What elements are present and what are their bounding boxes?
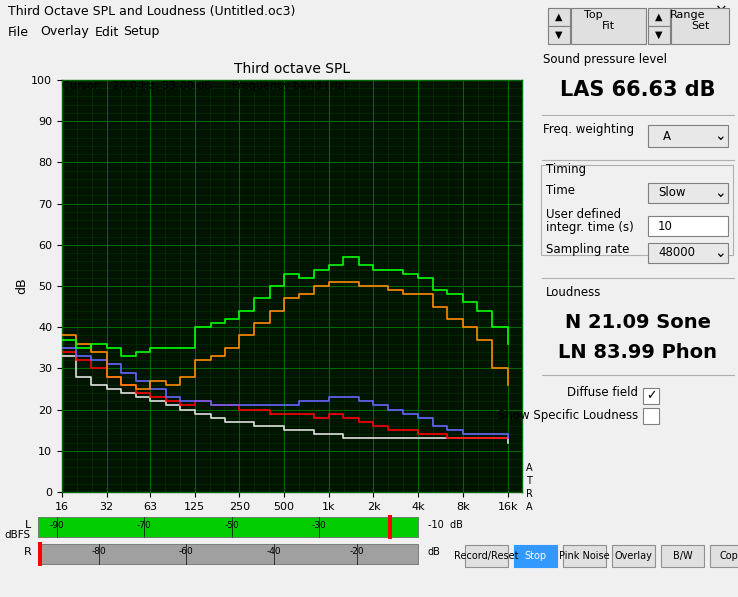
Bar <box>648 8 670 26</box>
Bar <box>465 545 508 567</box>
Text: ⌄: ⌄ <box>714 186 725 200</box>
Text: Copy: Copy <box>720 551 738 561</box>
Bar <box>643 408 659 424</box>
Text: Loudness: Loudness <box>546 285 601 298</box>
Text: -80: -80 <box>92 547 106 556</box>
Bar <box>548 26 570 44</box>
Bar <box>671 8 729 44</box>
Text: A: A <box>663 130 671 143</box>
Bar <box>548 8 570 26</box>
Text: Third Octave SPL and Loudness (Untitled.oc3): Third Octave SPL and Loudness (Untitled.… <box>8 5 295 17</box>
Text: Cursor:   20.0 Hz, 33.00 dB: Cursor: 20.0 Hz, 33.00 dB <box>62 81 212 91</box>
Text: -70: -70 <box>137 521 152 530</box>
Text: ⌄: ⌄ <box>714 129 725 143</box>
Text: Timing: Timing <box>546 164 586 177</box>
Text: 48000: 48000 <box>658 247 695 260</box>
Text: Stop: Stop <box>525 551 547 561</box>
Text: Slow: Slow <box>658 186 686 199</box>
Text: A: A <box>526 502 533 512</box>
Text: LAS 66.63 dB: LAS 66.63 dB <box>560 80 716 100</box>
Text: ▼: ▼ <box>555 30 563 40</box>
Bar <box>563 545 606 567</box>
Bar <box>541 165 733 255</box>
Bar <box>648 243 728 263</box>
Bar <box>710 545 738 567</box>
Text: ▲: ▲ <box>655 12 663 22</box>
Text: -90: -90 <box>49 521 64 530</box>
Text: ✓: ✓ <box>646 389 656 402</box>
Text: dBFS: dBFS <box>4 530 30 540</box>
Text: Sound pressure level: Sound pressure level <box>543 54 667 66</box>
Text: Setup: Setup <box>123 26 159 38</box>
Text: R: R <box>24 547 32 557</box>
Y-axis label: dB: dB <box>15 278 29 294</box>
Text: -60: -60 <box>179 547 193 556</box>
Text: Frequency band (Hz): Frequency band (Hz) <box>232 81 348 91</box>
Text: Sampling rate: Sampling rate <box>546 244 630 257</box>
Text: Overlay: Overlay <box>40 26 89 38</box>
Text: B/W: B/W <box>673 551 692 561</box>
Bar <box>643 388 659 404</box>
Bar <box>661 545 704 567</box>
Text: LN 83.99 Phon: LN 83.99 Phon <box>559 343 717 362</box>
Text: Fit: Fit <box>602 21 615 31</box>
Text: Overlay: Overlay <box>615 551 652 561</box>
Text: T: T <box>526 476 532 486</box>
Bar <box>38 517 418 537</box>
Bar <box>648 183 728 203</box>
Text: Freq. weighting: Freq. weighting <box>543 124 634 137</box>
Text: integr. time (s): integr. time (s) <box>546 221 634 235</box>
Text: dB: dB <box>428 547 441 557</box>
Text: -40: -40 <box>266 547 281 556</box>
Text: Diffuse field: Diffuse field <box>567 386 638 399</box>
Text: ▲: ▲ <box>555 12 563 22</box>
Bar <box>648 216 728 236</box>
Bar <box>514 545 557 567</box>
Bar <box>38 542 42 566</box>
Bar <box>648 26 670 44</box>
Text: -10  dB: -10 dB <box>428 520 463 530</box>
Text: Edit: Edit <box>95 26 120 38</box>
Text: Range: Range <box>670 10 706 20</box>
Text: File: File <box>8 26 29 38</box>
Text: Set: Set <box>691 21 709 31</box>
Bar <box>648 125 728 147</box>
Text: Top: Top <box>584 10 602 20</box>
Title: Third octave SPL: Third octave SPL <box>234 62 350 76</box>
Text: ×: × <box>715 4 728 19</box>
Text: User defined: User defined <box>546 208 621 221</box>
Text: -20: -20 <box>350 547 365 556</box>
Text: Time: Time <box>546 183 575 196</box>
Text: Record/Reset: Record/Reset <box>455 551 519 561</box>
Text: Show Specific Loudness: Show Specific Loudness <box>497 408 638 421</box>
Bar <box>388 515 392 539</box>
Text: ⌄: ⌄ <box>714 246 725 260</box>
Text: Pink Noise: Pink Noise <box>559 551 610 561</box>
Text: ▼: ▼ <box>655 30 663 40</box>
Bar <box>612 545 655 567</box>
Bar <box>571 8 646 44</box>
Text: N 21.09 Sone: N 21.09 Sone <box>565 313 711 333</box>
Text: -30: -30 <box>312 521 327 530</box>
Text: -50: -50 <box>224 521 239 530</box>
Text: L: L <box>25 520 31 530</box>
Text: R: R <box>526 489 533 499</box>
Bar <box>38 544 418 564</box>
Text: 10: 10 <box>658 220 673 232</box>
Text: A: A <box>526 463 533 473</box>
